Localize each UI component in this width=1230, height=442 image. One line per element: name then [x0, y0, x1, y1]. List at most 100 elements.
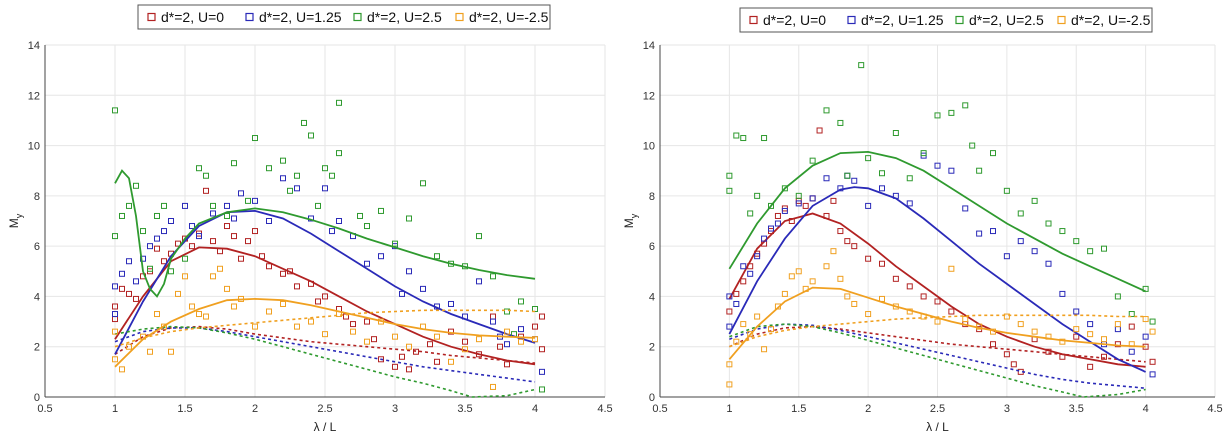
- left-series-0-point: [238, 255, 244, 262]
- left-series-3-point: [434, 333, 440, 340]
- right-series-3-point: [1017, 321, 1024, 328]
- right-series-1-point: [934, 162, 941, 169]
- right-series-2-point: [948, 109, 955, 116]
- left-series-0-point: [266, 263, 272, 270]
- right-series-2-point: [920, 150, 927, 157]
- right-series-0-point: [1114, 341, 1121, 348]
- left-legend: d*=2, U=0 d*=2, U=1.25 d*=2, U=2.5 d*=2, U=…: [137, 4, 551, 30]
- right-series-0-point: [809, 195, 816, 202]
- left-series-2-point: [420, 180, 426, 187]
- right-x-tick-label: 3: [1004, 403, 1010, 415]
- right-series-3-point: [1059, 338, 1066, 345]
- right-series-0-point: [865, 255, 872, 262]
- right-series-3-point: [879, 295, 885, 302]
- left-series-2-point: [301, 119, 307, 126]
- right-y-tick-label: 8: [649, 191, 655, 203]
- right-series-0-point: [851, 243, 858, 250]
- right-series-2-point: [1059, 228, 1066, 235]
- left-series-0-point: [154, 245, 160, 252]
- right-series-2-point: [844, 172, 851, 179]
- right-legend-label-0: d*=2, U=0: [763, 12, 826, 28]
- right-series-2-point: [879, 170, 885, 177]
- right-series-0-point: [892, 275, 899, 282]
- left-series-0-point: [308, 280, 314, 287]
- left-series-2-point: [406, 215, 412, 222]
- left-series-3-point: [266, 308, 272, 315]
- left-series-3-point: [154, 311, 160, 318]
- right-series-0-point: [830, 197, 837, 204]
- left-series-3-point: [252, 323, 258, 330]
- right-series-0-point: [788, 218, 795, 224]
- right-series-2-point: [1142, 285, 1149, 292]
- left-series-2-point: [329, 172, 335, 179]
- right-legend: d*=2, U=0 d*=2, U=1.25 d*=2, U=2.5 d*=2, U=…: [739, 7, 1153, 33]
- right-x-tick-label: 4: [1143, 403, 1149, 415]
- right-series-1-point: [990, 228, 996, 235]
- right-series-1-point: [1003, 253, 1010, 260]
- left-series-0-point: [539, 313, 545, 320]
- left-series-0-point: [224, 223, 230, 230]
- left-x-tick-label: 3.5: [457, 403, 472, 415]
- left-x-tick-label: 2.5: [317, 403, 332, 415]
- left-series-0-point: [231, 233, 237, 240]
- right-series-3-point: [733, 338, 740, 345]
- left-series-1-point: [147, 243, 153, 250]
- right-series-0-point: [1128, 323, 1135, 330]
- left-series-0-point: [490, 313, 496, 320]
- left-series-1-point: [476, 278, 482, 285]
- right-series-2-point: [1003, 187, 1010, 194]
- left-series-2-point: [280, 157, 286, 164]
- right-series-0-point: [1003, 351, 1010, 358]
- left-series-3-point: [462, 346, 468, 353]
- left-series-1-point: [266, 218, 272, 224]
- left-series-1-point: [133, 278, 139, 285]
- right-series-2-point: [1017, 210, 1024, 217]
- right-series-1-point: [754, 253, 761, 260]
- right-series-2-fit-line: [728, 150, 1146, 293]
- left-y-tick-label: 6: [34, 241, 40, 253]
- right-y-tick-label: 6: [649, 241, 655, 253]
- right-legend-marker-0: [749, 15, 758, 25]
- right-series-2-point: [781, 185, 788, 192]
- left-legend-label-3: d*=2, U=-2.5: [469, 9, 549, 25]
- right-series-2-point: [837, 119, 844, 126]
- right-y-tick-label: 10: [643, 141, 655, 153]
- right-series-3-point: [948, 265, 955, 272]
- left-series-3-point: [308, 318, 314, 325]
- left-series-3-point: [448, 358, 454, 365]
- left-series-2-point: [196, 165, 202, 172]
- right-series-0-point: [844, 238, 851, 245]
- right-legend-box: [739, 7, 1153, 33]
- left-series-0-point: [287, 268, 293, 275]
- right-series-1-point: [740, 263, 747, 270]
- left-series-1-point: [112, 311, 118, 318]
- left-series-0-point: [259, 253, 265, 260]
- left-series-2-point: [476, 233, 482, 240]
- left-series-2-point: [518, 298, 524, 305]
- chart-left-svg: 0.5 1 1.5 2 2.5 3 3.5 4 4.5 0 2 4 6 8 10 12 14 λ / L My d*=…: [7, 4, 613, 434]
- right-series-1: [726, 152, 1156, 389]
- right-series-1-point: [976, 230, 983, 237]
- right-series-3-point: [747, 331, 754, 338]
- right-series-0-point: [823, 212, 830, 219]
- right-series-1-point: [809, 195, 816, 202]
- left-series-3-point: [336, 311, 342, 318]
- left-legend-marker-0: [147, 12, 156, 22]
- right-series-2-point: [1128, 311, 1135, 318]
- left-y-tick-label: 8: [34, 191, 40, 203]
- right-series-2-point: [747, 210, 754, 217]
- left-series-0-point: [119, 285, 125, 292]
- left-series-0-point: [504, 361, 510, 368]
- right-series-0-point: [1045, 348, 1052, 355]
- left-series-0: [112, 187, 545, 373]
- left-series-0-point: [322, 293, 328, 300]
- left-series-0-point: [539, 346, 545, 353]
- left-y-axis-label: My: [7, 213, 24, 228]
- left-series-1-point: [539, 368, 545, 375]
- left-series-1-point: [434, 303, 440, 310]
- left-series-0-point: [280, 270, 286, 277]
- left-series-0-point: [133, 295, 139, 302]
- right-series-0-point: [802, 202, 809, 209]
- left-series-1-point: [252, 197, 258, 204]
- right-series-2-point: [934, 112, 941, 119]
